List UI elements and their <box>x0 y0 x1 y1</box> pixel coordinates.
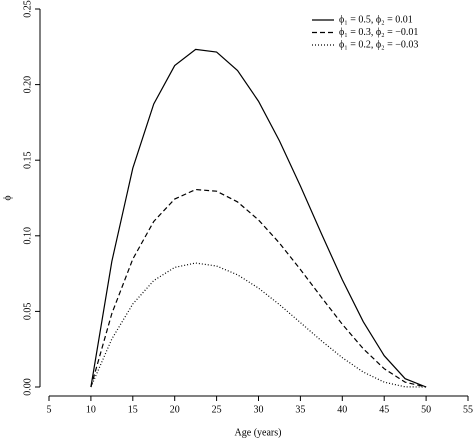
x-tick-label: 40 <box>337 404 347 415</box>
x-tick-label: 15 <box>128 404 138 415</box>
y-tick-label: 0.10 <box>22 227 33 245</box>
line-series <box>90 48 427 388</box>
x-axis-label: Age (years) <box>235 427 282 438</box>
x-tick-label: 30 <box>254 404 264 415</box>
y-axis-label: ϕ <box>2 195 13 200</box>
x-tick-label: 20 <box>170 404 180 415</box>
line-series <box>90 188 427 388</box>
y-tick-label: 0.20 <box>22 76 33 94</box>
x-tick-label: 10 <box>86 404 96 415</box>
y-tick-label: 0.15 <box>22 151 33 169</box>
x-tick-label: 55 <box>463 404 473 415</box>
legend-label: ϕ₁ = 0.2, ϕ₂ = −0.03 <box>339 39 418 50</box>
x-tick-label: 25 <box>212 404 222 415</box>
y-tick-label: 0.25 <box>22 0 33 18</box>
x-tick-label: 45 <box>379 404 389 415</box>
x-tick-label: 50 <box>421 404 431 415</box>
x-tick-label: 5 <box>47 404 52 415</box>
y-tick-label: 0.05 <box>22 303 33 321</box>
legend-label: ϕ₁ = 0.5, ϕ₂ = 0.01 <box>339 14 413 25</box>
line-series <box>90 262 427 388</box>
legend-label: ϕ₁ = 0.3, ϕ₂ = −0.01 <box>339 27 418 38</box>
x-tick-label: 35 <box>295 404 305 415</box>
y-tick-label: 0.00 <box>22 378 33 396</box>
